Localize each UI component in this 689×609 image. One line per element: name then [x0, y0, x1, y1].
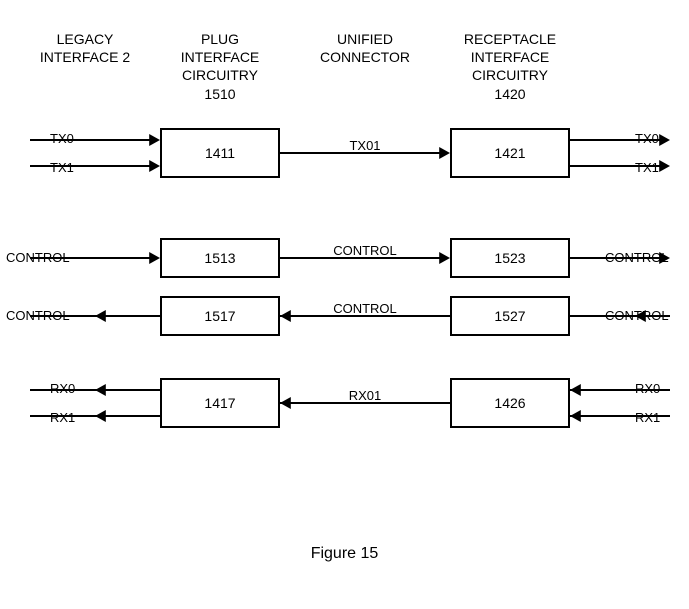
signal-label: RX0 [50, 381, 75, 396]
arrow-label: RX01 [280, 388, 450, 403]
arrow-label: TX01 [280, 138, 450, 153]
arrow-label: CONTROL [280, 243, 450, 258]
col-header-plug: PLUG INTERFACE CIRCUITRY 1510 [160, 30, 280, 103]
signal-label: RX1 [635, 410, 660, 425]
col-header-legacy: LEGACY INTERFACE 2 [30, 30, 140, 66]
signal-label: TX1 [50, 160, 74, 175]
box-1426: 1426 [450, 378, 570, 428]
box-1523: 1523 [450, 238, 570, 278]
figure-caption: Figure 15 [0, 545, 689, 563]
box-1417: 1417 [160, 378, 280, 428]
box-1517: 1517 [160, 296, 280, 336]
box-1411: 1411 [160, 128, 280, 178]
signal-label: RX0 [635, 381, 660, 396]
arrow-label: CONTROL [280, 301, 450, 316]
signal-label: CONTROL [6, 250, 70, 265]
signal-label: RX1 [50, 410, 75, 425]
signal-label: CONTROL [605, 308, 669, 323]
signal-label: CONTROL [6, 308, 70, 323]
signal-label: TX1 [635, 160, 659, 175]
col-header-receptacle: RECEPTACLE INTERFACE CIRCUITRY 1420 [450, 30, 570, 103]
signal-label: TX0 [635, 131, 659, 146]
col-header-unified: UNIFIED CONNECTOR [295, 30, 435, 66]
box-1527: 1527 [450, 296, 570, 336]
signal-label: TX0 [50, 131, 74, 146]
signal-label: CONTROL [605, 250, 669, 265]
box-1513: 1513 [160, 238, 280, 278]
box-1421: 1421 [450, 128, 570, 178]
